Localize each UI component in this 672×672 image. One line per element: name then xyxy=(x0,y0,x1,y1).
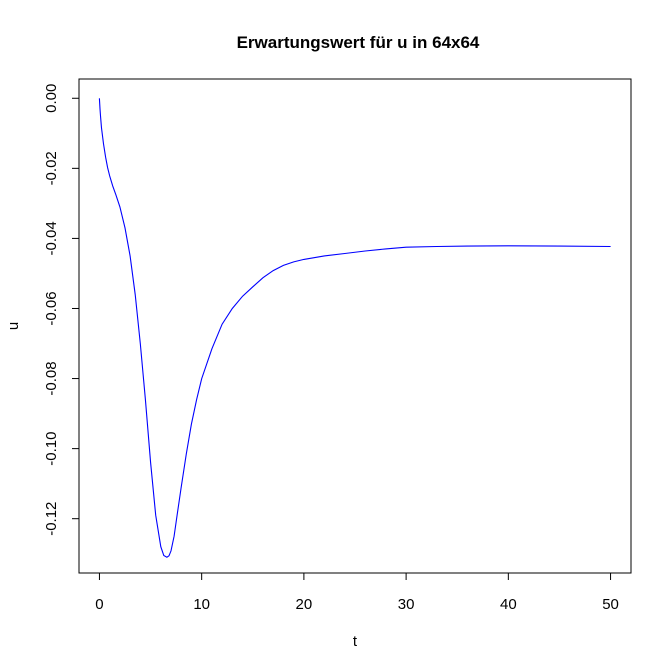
x-tick-label: 20 xyxy=(296,596,313,613)
y-tick-label: -0.06 xyxy=(43,291,60,325)
x-axis-label: t xyxy=(353,633,358,650)
x-tick-label: 40 xyxy=(500,596,517,613)
y-tick-label: 0.00 xyxy=(43,84,60,113)
y-axis: 0.00 -0.02 -0.04 -0.06 -0.08 -0.10 -0.12 xyxy=(43,84,80,536)
series-line-u xyxy=(98,98,611,558)
y-tick-label: -0.02 xyxy=(43,151,60,185)
x-tick-label: 10 xyxy=(193,596,210,613)
y-tick-label: -0.04 xyxy=(43,221,60,255)
plot-frame xyxy=(78,78,632,574)
y-tick-label: -0.12 xyxy=(43,502,60,536)
x-tick-label: 30 xyxy=(398,596,415,613)
x-tick-label: 0 xyxy=(95,596,103,613)
y-tick-label: -0.08 xyxy=(43,361,60,395)
y-tick-label: -0.10 xyxy=(43,432,60,466)
x-axis: 0 10 20 30 40 50 xyxy=(95,572,619,613)
y-axis-label: u xyxy=(5,322,22,330)
chart-title: Erwartungswert für u in 64x64 xyxy=(237,33,480,52)
x-tick-label: 50 xyxy=(602,596,619,613)
